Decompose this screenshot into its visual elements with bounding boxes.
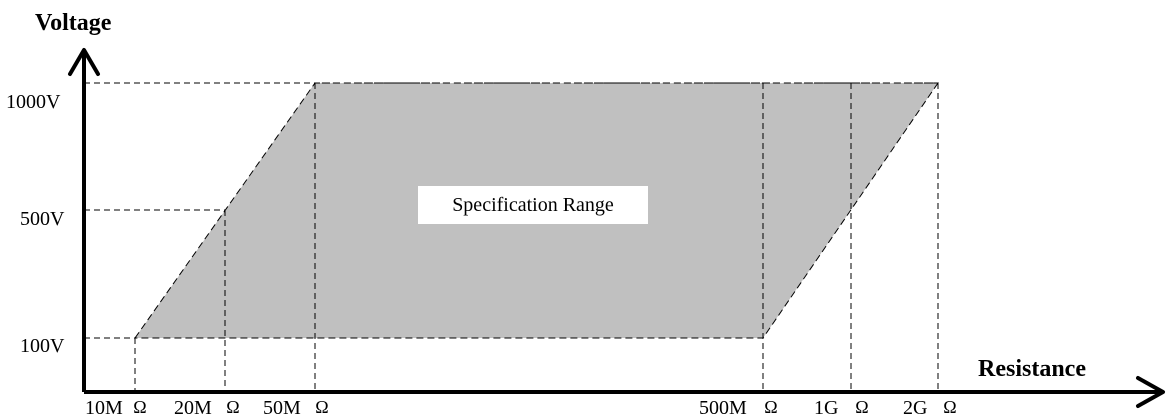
x-tick-2g: 2G Ω — [903, 397, 957, 418]
y-axis-title: Voltage — [35, 10, 112, 36]
x-tick-label: 2G — [903, 397, 927, 418]
y-tick-label: 500V — [20, 208, 65, 230]
region-label-box — [418, 186, 648, 224]
ohm-icon: Ω — [855, 397, 868, 417]
x-tick-label: 50M — [263, 397, 301, 418]
x-axis-title: Resistance — [978, 356, 1086, 382]
x-tick-label: 1G — [814, 397, 838, 418]
y-tick-label: 1000V — [6, 91, 61, 113]
ohm-icon: Ω — [943, 397, 956, 417]
ohm-icon: Ω — [133, 397, 146, 417]
x-tick-1g: 1G Ω — [814, 397, 869, 418]
x-tick-label: 20M — [174, 397, 212, 418]
ohm-icon: Ω — [226, 397, 239, 417]
ohm-icon: Ω — [315, 397, 328, 417]
x-tick-label: 10M — [85, 397, 123, 418]
region-label: Specification Range — [452, 194, 614, 216]
ohm-icon: Ω — [764, 397, 777, 417]
x-tick-20m: 20M Ω — [174, 397, 240, 418]
x-axis-arrow — [1136, 376, 1165, 408]
x-tick-50m: 50M Ω — [263, 397, 329, 418]
y-axis-arrow — [68, 48, 100, 76]
x-tick-label: 500M — [699, 397, 747, 418]
x-tick-10m: 10M Ω — [85, 397, 147, 418]
y-tick-label: 100V — [20, 335, 65, 357]
x-tick-500m: 500M Ω — [699, 397, 778, 418]
